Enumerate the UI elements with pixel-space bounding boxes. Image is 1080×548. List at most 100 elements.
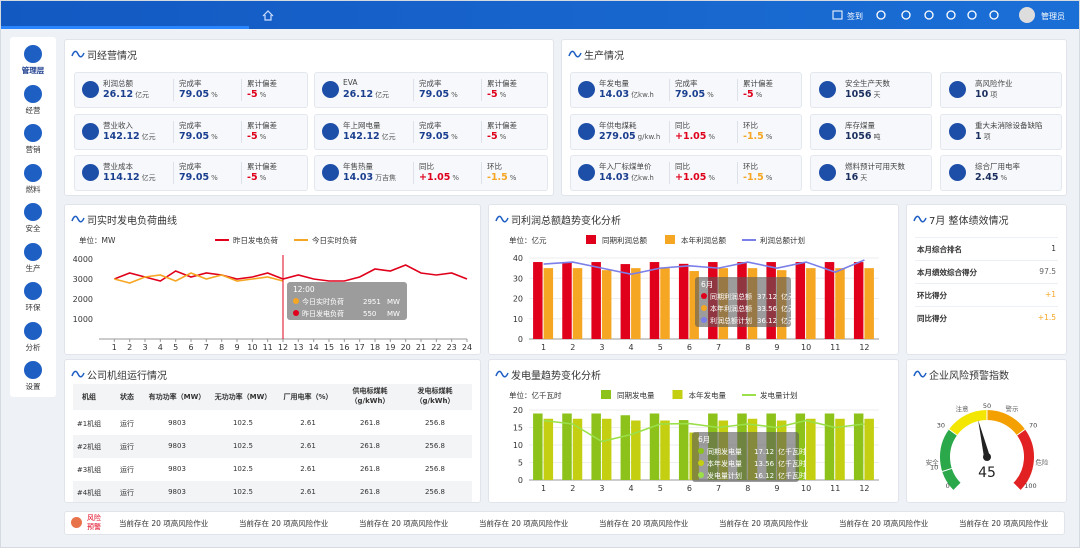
tooltip-unit: MW (387, 310, 400, 318)
title-icon (71, 370, 85, 378)
gauge-panel: 企业风险预警指数 安全 注意 警示 危险 0 10 30 50 70 100 45 (906, 359, 1067, 503)
table-cell: 261.8 (359, 465, 381, 473)
nav-label[interactable]: 安全 (25, 224, 41, 233)
nav-icon (24, 163, 42, 182)
y-tick-label: 20 (513, 295, 523, 304)
tooltip-value: 13.56 (754, 460, 775, 468)
kpi-card: 营业收入 142.12 亿元 完成率 79.05% 累计偏差 -5% (74, 113, 308, 150)
toolbar-icon (946, 10, 956, 20)
gauge-band (940, 429, 962, 491)
tooltip-dot (698, 448, 704, 454)
bar (824, 413, 835, 480)
metric-label: 完成率 (419, 79, 442, 88)
metric-value: -1.5% (487, 172, 517, 183)
x-tick-label: 12 (278, 343, 288, 352)
metric-value: 79.05% (179, 130, 218, 142)
metric-label: 环比 (487, 162, 502, 171)
metric-label: 环比 (743, 162, 758, 171)
panel-title: 司利润总额趋势变化分析 (511, 216, 621, 227)
x-tick-label: 2 (127, 343, 132, 352)
tooltip-name: 同期利润总额 (710, 292, 752, 301)
bar (649, 413, 660, 480)
x-tick-label: 9 (234, 343, 239, 352)
bar (806, 268, 816, 339)
kpi-value: 14.03 亿kw.h (599, 172, 654, 183)
tooltip-value: 2951 (363, 298, 381, 306)
nav-label[interactable]: 设置 (25, 382, 41, 391)
kpi-label: 年售热量 (343, 162, 373, 171)
nav-label[interactable]: 经营 (25, 105, 41, 115)
tooltip-value: 33.56 (757, 305, 778, 313)
bar (835, 268, 845, 339)
warning-icon (71, 517, 82, 528)
x-tick-label: 1 (112, 343, 117, 352)
x-tick-label: 1 (541, 484, 546, 493)
column-header: 无功功率（MW） (214, 393, 272, 401)
table-cell: #2机组 (76, 443, 102, 451)
chart-canvas (71, 50, 85, 58)
tooltip-dot (701, 317, 707, 323)
bar (835, 418, 845, 480)
nav-label[interactable]: 分析 (25, 342, 41, 352)
kpi-unit: 亿元 (141, 174, 156, 182)
stat-value: 10 项 (975, 89, 998, 100)
kpi-value: 14.03 亿kw.h (599, 89, 654, 100)
table-cell: 102.5 (232, 419, 254, 427)
bar (572, 418, 583, 480)
nav-label[interactable]: 燃料 (25, 184, 41, 194)
kpi-unit: 亿kw.h (631, 174, 654, 182)
table-cell: 2.61 (300, 488, 316, 496)
kpi-card: EVA 26.12 亿元 完成率 79.05% 累计偏差 -5% (314, 72, 548, 108)
nav-label[interactable]: 营销 (25, 145, 41, 154)
metric-value: -1.5% (743, 172, 773, 183)
chart-panel: 司实时发电负荷曲线 单位：MW 昨日发电负荷 今日实时负荷 1000 2000 3000 40… (64, 204, 481, 355)
y-tick-label: 2000 (73, 295, 93, 304)
perf-label: 本月绩效综合得分 (917, 268, 977, 277)
metric-value: 79.05% (179, 172, 218, 183)
y-tick-label: 3000 (73, 275, 93, 284)
kpi-unit: 亿元 (135, 91, 150, 99)
x-tick-label: 8 (219, 343, 224, 352)
kpi-label: 营业成本 (103, 162, 133, 171)
ticker-item: 当前存在 20 项高风险作业 (119, 519, 209, 528)
toolbar-icon (901, 10, 911, 20)
stat-card: 库存煤量 1056 吨 (810, 113, 932, 150)
unit-label: 单位：亿元 (509, 235, 547, 245)
x-tick-label: 6 (687, 484, 692, 493)
stat-card: 安全生产天数 1056 天 (810, 72, 932, 108)
x-tick-label: 16 (339, 343, 349, 352)
metric-label: 完成率 (179, 162, 202, 171)
title-icon (71, 215, 85, 223)
x-tick-label: 24 (462, 343, 472, 352)
bar (806, 418, 816, 480)
x-tick-label: 17 (355, 343, 365, 352)
table-cell: 102.5 (232, 465, 254, 473)
y-tick-label: 10 (513, 315, 523, 324)
y-tick-label: 15 (513, 424, 523, 433)
kpi-unit: 万吉焦 (375, 174, 397, 182)
kpi-value: 26.12 亿元 (343, 89, 390, 100)
metric-value: -5% (247, 130, 267, 142)
tooltip-unit: 亿元 (781, 316, 795, 325)
gauge-tick-label: 100 (1024, 482, 1036, 490)
divider (737, 120, 738, 143)
tooltip-name: 今日实时负荷 (302, 297, 344, 306)
divider (669, 120, 670, 143)
production-panel: 生产情况 年发电量 14.03 亿kw.h 完成率 79.05% 累计偏差 -5% 年供电煤耗 2… (561, 39, 1067, 196)
nav-label[interactable]: 生产 (25, 263, 41, 273)
metric-value: -5% (743, 89, 763, 100)
x-tick-label: 10 (247, 343, 257, 352)
row-divider (915, 260, 1058, 261)
kpi-card: 营业成本 114.12 亿元 完成率 79.05% 累计偏差 -5% (74, 155, 308, 191)
divider (241, 120, 242, 143)
bar (660, 420, 670, 480)
chart-panel: 司利润总额趋势变化分析 单位：亿元 同期利润总额 本年利润总额 利润总额计划 0 10 20 3… (488, 204, 899, 355)
kpi-card: 年发电量 14.03 亿kw.h 完成率 79.05% 累计偏差 -5% (570, 72, 802, 108)
x-tick-label: 7 (204, 343, 209, 352)
x-tick-label: 21 (416, 343, 426, 352)
nav-label[interactable]: 管理层 (21, 66, 45, 75)
nav-label[interactable]: 环保 (25, 303, 41, 312)
table-header-bg (73, 384, 472, 410)
nav-icon (24, 242, 42, 261)
